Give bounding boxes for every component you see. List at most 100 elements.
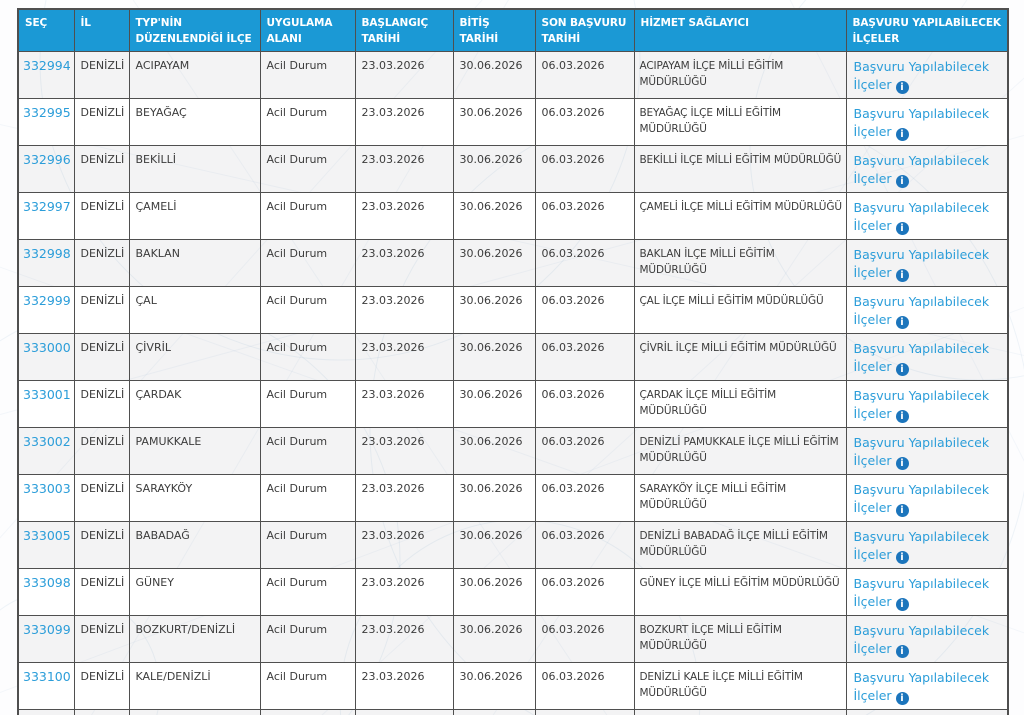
info-icon[interactable]: i [895, 81, 909, 94]
basvuru-ilceler-label: Başvuru Yapılabilecek İlçeler [853, 106, 990, 139]
basvuru-ilceler-link[interactable]: Başvuru Yapılabilecek İlçeler i [854, 246, 1004, 282]
table-row: 333005 DENİZLİ BABADAĞ Acil Durum 23.03.… [17, 521, 1009, 569]
cell-bitis: 30.06.2026 [452, 286, 536, 334]
info-icon[interactable]: i [895, 316, 909, 329]
cell-il: DENİZLİ [73, 286, 130, 334]
col-header-son-basvuru-tarihi: SON BAŞVURU TARİHİ [534, 8, 635, 52]
cell-il: DENİZLİ [73, 709, 130, 715]
cell-ilce: BABADAĞ [128, 521, 261, 569]
cell-hizmet-saglayici: BAKLAN İLÇE MİLLİ EĞİTİM MÜDÜRLÜĞÜ [633, 239, 847, 287]
basvuru-ilceler-link[interactable]: Başvuru Yapılabilecek İlçeler i [854, 340, 1004, 376]
cell-son-basvuru: 06.03.2026 [534, 51, 635, 99]
cell-uygulama-alani: Acil Durum [259, 568, 356, 616]
cell-bitis: 30.06.2026 [452, 51, 536, 99]
cell-uygulama-alani: Acil Durum [259, 662, 356, 710]
info-icon[interactable]: i [895, 551, 909, 564]
basvuru-ilceler-link[interactable]: Başvuru Yapılabilecek İlçeler i [854, 575, 1004, 611]
basvuru-ilceler-label: Başvuru Yapılabilecek İlçeler [853, 341, 990, 374]
cell-son-basvuru: 06.03.2026 [534, 192, 635, 240]
typ-id-link[interactable]: 332998 [23, 246, 71, 261]
cell-bitis: 30.06.2026 [452, 239, 536, 287]
cell-son-basvuru: 06.03.2026 [534, 568, 635, 616]
info-icon[interactable]: i [895, 598, 909, 611]
basvuru-ilceler-label: Başvuru Yapılabilecek İlçeler [853, 435, 990, 468]
cell-baslangic: 23.03.2026 [354, 615, 454, 663]
table-row: 333003 DENİZLİ SARAYKÖY Acil Durum 23.03… [17, 474, 1009, 522]
info-icon[interactable]: i [895, 457, 909, 470]
cell-son-basvuru: 06.03.2026 [534, 98, 635, 146]
cell-hizmet-saglayici: ÇİVRİL İLÇE MİLLİ EĞİTİM MÜDÜRLÜĞÜ [633, 333, 847, 381]
cell-ilce: ACIPAYAM [128, 51, 261, 99]
cell-hizmet-saglayici: DENİZLİ KALE İLÇE MİLLİ EĞİTİM MÜDÜRLÜĞÜ [633, 662, 847, 710]
cell-baslangic: 23.03.2026 [354, 192, 454, 240]
cell-hizmet-saglayici: DENİZLİ PAMUKKALE İLÇE MİLLİ EĞİTİM MÜDÜ… [633, 427, 847, 475]
info-icon[interactable]: i [895, 410, 909, 423]
col-header-basvuru-ilceler: BAŞVURU YAPILABİLECEK İLÇELER [845, 8, 1009, 52]
typ-id-link[interactable]: 333003 [23, 481, 71, 496]
typ-id-link[interactable]: 333099 [23, 622, 71, 637]
cell-bitis: 30.06.2026 [452, 333, 536, 381]
basvuru-ilceler-link[interactable]: Başvuru Yapılabilecek İlçeler i [854, 434, 1004, 470]
basvuru-ilceler-link[interactable]: Başvuru Yapılabilecek İlçeler i [854, 105, 1004, 141]
info-icon[interactable]: i [895, 175, 909, 188]
info-icon[interactable]: i [895, 222, 909, 235]
typ-id-link[interactable]: 332999 [23, 293, 71, 308]
cell-il: DENİZLİ [73, 662, 130, 710]
col-header-il: İL [73, 8, 130, 52]
cell-baslangic: 23.03.2026 [354, 709, 454, 715]
cell-il: DENİZLİ [73, 145, 130, 193]
cell-ilce: ÇAMELİ [128, 192, 261, 240]
cell-hizmet-saglayici: ÇAL İLÇE MİLLİ EĞİTİM MÜDÜRLÜĞÜ [633, 286, 847, 334]
info-icon[interactable]: i [895, 363, 909, 376]
cell-bitis: 30.06.2026 [452, 568, 536, 616]
basvuru-ilceler-link[interactable]: Başvuru Yapılabilecek İlçeler i [854, 58, 1004, 94]
typ-id-link[interactable]: 333001 [23, 387, 71, 402]
typ-id-link[interactable]: 332996 [23, 152, 71, 167]
cell-ilce: GÜNEY [128, 568, 261, 616]
col-header-bitis-tarihi: BİTİŞ TARİHİ [452, 8, 536, 52]
cell-il: DENİZLİ [73, 333, 130, 381]
basvuru-ilceler-link[interactable]: Başvuru Yapılabilecek İlçeler i [854, 481, 1004, 517]
table-row: 333001 DENİZLİ ÇARDAK Acil Durum 23.03.2… [17, 380, 1009, 428]
cell-ilce: BEYAĞAÇ [128, 98, 261, 146]
cell-il: DENİZLİ [73, 98, 130, 146]
basvuru-ilceler-link[interactable]: Başvuru Yapılabilecek İlçeler i [854, 152, 1004, 188]
typ-id-link[interactable]: 333005 [23, 528, 71, 543]
info-icon[interactable]: i [895, 645, 909, 658]
basvuru-ilceler-link[interactable]: Başvuru Yapılabilecek İlçeler i [854, 669, 1004, 705]
basvuru-ilceler-link[interactable]: Başvuru Yapılabilecek İlçeler i [854, 622, 1004, 658]
typ-id-link[interactable]: 332997 [23, 199, 71, 214]
cell-ilce: ÇARDAK [128, 380, 261, 428]
typ-id-link[interactable]: 333002 [23, 434, 71, 449]
info-icon[interactable]: i [895, 504, 909, 517]
col-header-sec: SEÇ [17, 8, 75, 52]
cell-il: DENİZLİ [73, 521, 130, 569]
basvuru-ilceler-link[interactable]: Başvuru Yapılabilecek İlçeler i [854, 293, 1004, 329]
cell-baslangic: 23.03.2026 [354, 51, 454, 99]
typ-id-link[interactable]: 333100 [23, 669, 71, 684]
cell-uygulama-alani: Acil Durum [259, 98, 356, 146]
typ-id-link[interactable]: 332994 [23, 58, 71, 73]
table-row: 333002 DENİZLİ PAMUKKALE Acil Durum 23.0… [17, 427, 1009, 475]
table-row: 332996 DENİZLİ BEKİLLİ Acil Durum 23.03.… [17, 145, 1009, 193]
basvuru-ilceler-link[interactable]: Başvuru Yapılabilecek İlçeler i [854, 199, 1004, 235]
cell-uygulama-alani: Acil Durum [259, 192, 356, 240]
cell-baslangic: 23.03.2026 [354, 98, 454, 146]
info-icon[interactable]: i [895, 269, 909, 282]
cell-baslangic: 23.03.2026 [354, 380, 454, 428]
cell-hizmet-saglayici: BEYAĞAÇ İLÇE MİLLİ EĞİTİM MÜDÜRLÜĞÜ [633, 98, 847, 146]
basvuru-ilceler-link[interactable]: Başvuru Yapılabilecek İlçeler i [854, 528, 1004, 564]
typ-id-link[interactable]: 333000 [23, 340, 71, 355]
typ-id-link[interactable]: 332995 [23, 105, 71, 120]
typ-id-link[interactable]: 333098 [23, 575, 71, 590]
cell-il: DENİZLİ [73, 568, 130, 616]
cell-bitis: 30.06.2026 [452, 521, 536, 569]
cell-bitis: 30.06.2026 [452, 98, 536, 146]
basvuru-ilceler-label: Başvuru Yapılabilecek İlçeler [853, 294, 990, 327]
cell-il: DENİZLİ [73, 615, 130, 663]
info-icon[interactable]: i [895, 128, 909, 141]
cell-baslangic: 23.03.2026 [354, 568, 454, 616]
basvuru-ilceler-link[interactable]: Başvuru Yapılabilecek İlçeler i [854, 387, 1004, 423]
info-icon[interactable]: i [895, 692, 909, 705]
cell-son-basvuru: 06.03.2026 [534, 474, 635, 522]
